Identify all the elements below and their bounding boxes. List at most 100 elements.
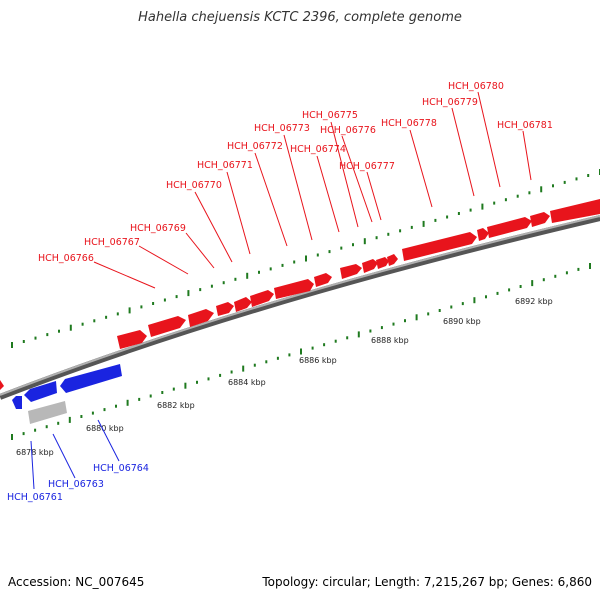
scale-tick <box>138 397 141 401</box>
scale-tick <box>288 353 291 357</box>
scale-tick <box>46 333 49 337</box>
scale-tick <box>258 270 260 274</box>
scale-tick <box>234 277 237 281</box>
gene-arrow-forward[interactable] <box>274 279 314 299</box>
scale-tick <box>45 425 48 429</box>
gene-arrow-forward[interactable] <box>117 330 147 349</box>
accession-text: Accession: NC_007645 <box>8 575 145 589</box>
scale-tick <box>540 186 543 193</box>
forward-genes <box>117 199 600 349</box>
scale-tick <box>152 302 155 305</box>
gene-label[interactable]: HCH_06763 <box>48 479 104 490</box>
gene-arrow-forward[interactable] <box>234 297 252 312</box>
scale-label: 6890 kbp <box>443 317 481 326</box>
scale-tick <box>387 232 390 236</box>
scale-tick <box>128 307 131 314</box>
scale-tick <box>457 212 460 215</box>
gene-arrow-forward[interactable] <box>550 199 600 223</box>
gene-arrow-reverse[interactable] <box>60 364 122 393</box>
scale-tick <box>69 324 72 331</box>
gene-label[interactable]: HCH_06766 <box>38 253 94 264</box>
scale-tick <box>269 267 272 271</box>
gene-label[interactable]: HCH_06779 <box>422 97 478 108</box>
scale-tick <box>149 394 152 398</box>
gene-arrow-forward[interactable] <box>402 232 477 261</box>
gene-arrow-forward[interactable] <box>216 302 234 316</box>
gene-arrow-forward[interactable] <box>148 316 186 337</box>
scale-tick <box>438 309 441 312</box>
gene-label[interactable]: HCH_06776 <box>320 125 376 136</box>
scale-label: 6882 kbp <box>157 401 195 410</box>
scale-label: 6880 kbp <box>86 424 124 433</box>
gene-arrow-forward[interactable] <box>487 217 532 238</box>
gene-label[interactable]: HCH_06780 <box>448 81 504 92</box>
gene-arrow-forward[interactable] <box>362 259 378 273</box>
scale-tick <box>172 387 175 391</box>
scale-tick <box>542 278 545 282</box>
scale-tick <box>334 339 337 343</box>
scale-tick <box>415 314 418 321</box>
gene-arrow-reverse[interactable] <box>12 396 22 409</box>
gene-label[interactable]: HCH_06764 <box>93 463 149 474</box>
scale-tick <box>253 363 256 367</box>
scale-tick <box>80 415 83 418</box>
gene-label[interactable]: HCH_06771 <box>197 160 253 171</box>
gene-arrow-reverse[interactable] <box>24 381 57 402</box>
scale-tick-tracks <box>11 169 600 440</box>
gene-arrow-forward[interactable] <box>387 254 398 266</box>
scale-label: 6884 kbp <box>228 378 266 387</box>
reverse-labels: HCH_06761 HCH_06763 HCH_06764 <box>7 463 149 503</box>
scale-tick <box>399 229 402 233</box>
scale-tick <box>552 184 554 188</box>
scale-tick <box>230 370 233 374</box>
scale-tick <box>199 288 202 292</box>
scale-tick <box>22 340 25 343</box>
scale-tick <box>184 382 187 389</box>
scale-tick <box>11 434 13 440</box>
gene-label[interactable]: HCH_06774 <box>290 144 346 155</box>
forward-labels: HCH_06766 HCH_06767 HCH_06769 HCH_06770 … <box>38 81 553 264</box>
scale-tick <box>265 360 268 364</box>
scale-tick <box>328 250 331 254</box>
gene-arrow-forward[interactable] <box>477 228 489 241</box>
scale-tick <box>575 177 578 181</box>
gene-arrow-forward[interactable] <box>250 290 274 307</box>
scale-tick <box>91 411 94 415</box>
gene-label[interactable]: HCH_06773 <box>254 123 310 134</box>
scale-tick <box>246 272 249 279</box>
gene-label[interactable]: HCH_06769 <box>130 223 186 234</box>
genome-backbone <box>0 215 600 400</box>
gene-label[interactable]: HCH_06777 <box>339 161 395 172</box>
scale-tick <box>103 408 106 412</box>
gene-arrow-forward[interactable] <box>340 264 362 279</box>
scale-tick <box>93 319 96 323</box>
scale-tick <box>427 312 430 316</box>
gene-label[interactable]: HCH_06761 <box>7 492 63 503</box>
scale-tick <box>587 174 590 177</box>
scale-tick <box>68 416 71 423</box>
scale-tick <box>461 302 464 306</box>
gene-arrow-forward[interactable] <box>314 273 332 287</box>
gene-label[interactable]: HCH_06778 <box>381 118 437 129</box>
gene-label[interactable]: HCH_06767 <box>84 237 140 248</box>
scale-tick <box>105 315 108 319</box>
gene-label[interactable]: HCH_06775 <box>302 110 358 121</box>
scale-tick <box>81 322 84 326</box>
gene-arrow-pseudo[interactable] <box>28 401 67 424</box>
scale-tick <box>346 336 349 340</box>
gene-label[interactable]: HCH_06781 <box>497 120 553 131</box>
scale-tick <box>450 305 453 309</box>
scale-tick <box>422 220 425 227</box>
gene-arrow-forward[interactable] <box>188 309 214 327</box>
gene-arrow-forward[interactable] <box>530 212 550 227</box>
gene-arrow-forward[interactable] <box>0 380 4 390</box>
scale-tick <box>493 201 496 205</box>
scale-tick <box>281 263 284 267</box>
gene-label[interactable]: HCH_06770 <box>166 180 222 191</box>
gene-label[interactable]: HCH_06772 <box>227 141 283 152</box>
gene-arrow-forward[interactable] <box>376 257 389 269</box>
scale-tick <box>116 312 119 316</box>
scale-tick <box>446 215 449 219</box>
scale-tick <box>196 380 198 384</box>
